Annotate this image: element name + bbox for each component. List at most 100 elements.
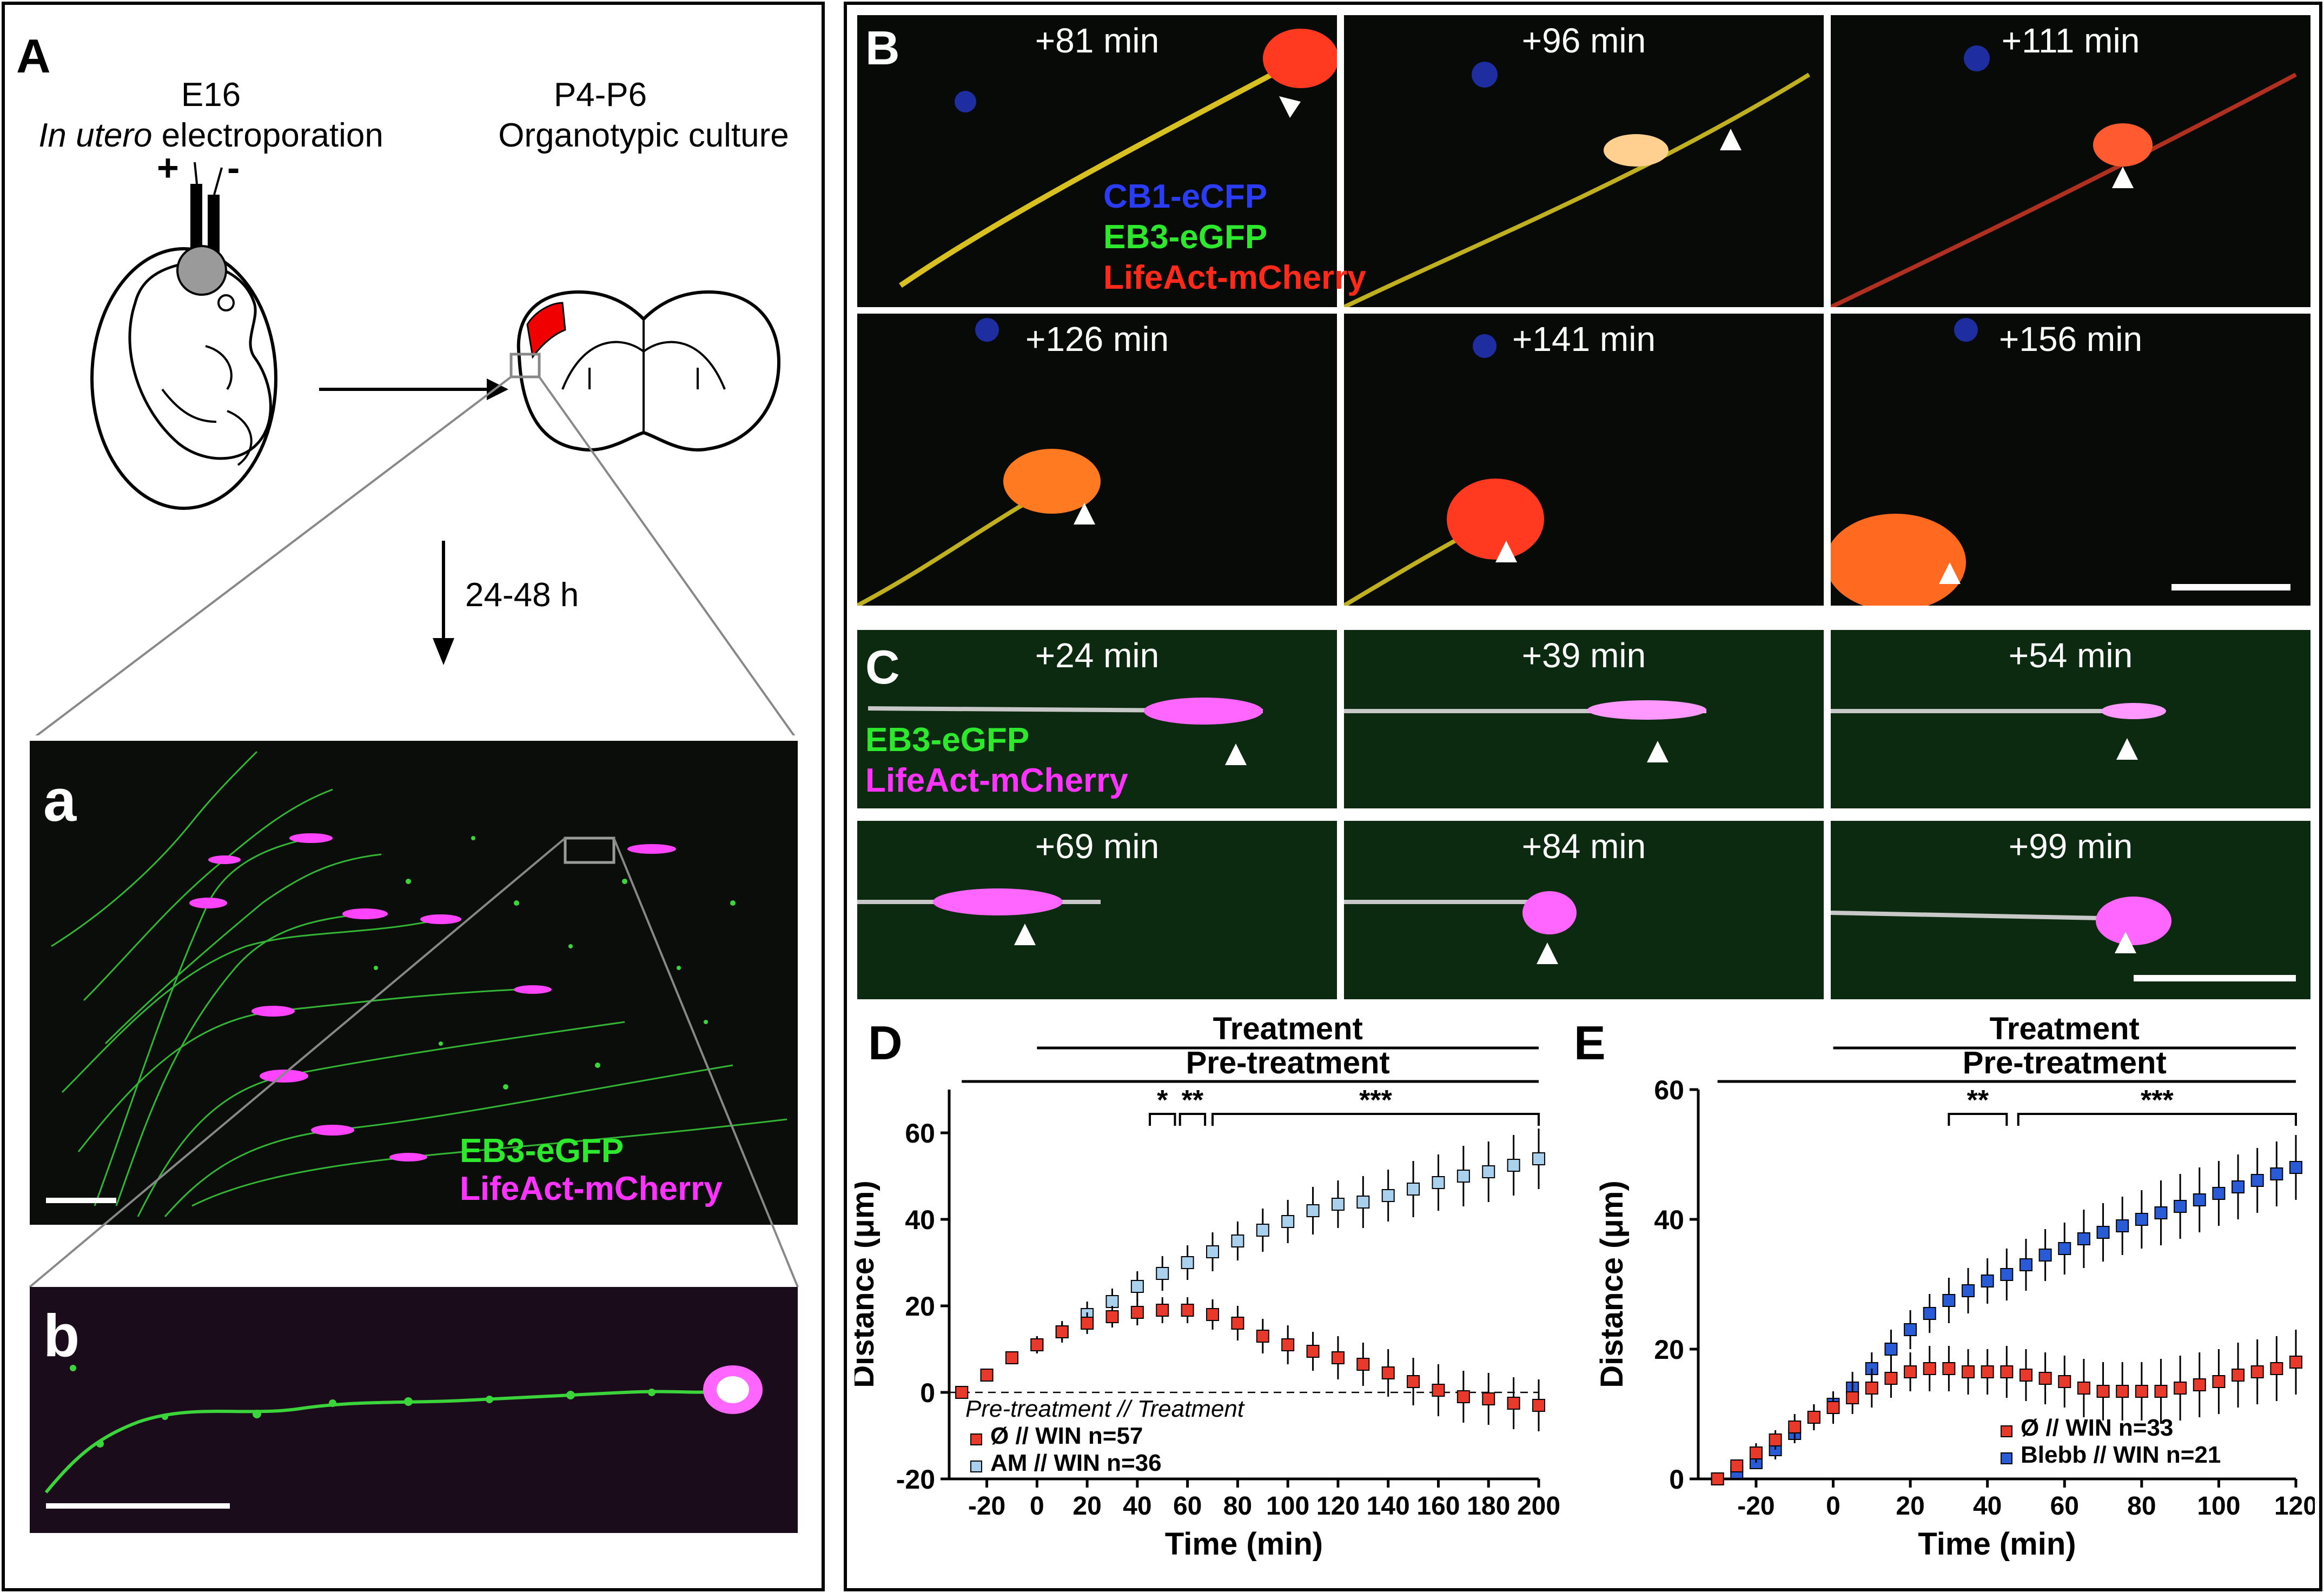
electrode-left: [190, 184, 202, 265]
data-point: [2058, 1242, 2071, 1255]
panel-e-letter: E: [1574, 1016, 1606, 1070]
x-axis-title: Time (min): [1165, 1526, 1323, 1562]
data-point: [1181, 1256, 1194, 1269]
panel-b-letter: B: [865, 21, 900, 75]
legend-c-green: EB3-eGFP: [865, 721, 1030, 759]
legend-swatch: [2001, 1425, 2012, 1437]
significance-label: *: [1157, 1085, 1168, 1116]
data-point: [2174, 1382, 2187, 1395]
data-point: [980, 1369, 994, 1382]
data-point: [1884, 1343, 1898, 1356]
data-point: [1181, 1304, 1194, 1317]
significance-label: ***: [2141, 1085, 2174, 1116]
step2-line1: P4-P6: [553, 76, 647, 114]
micrograph-b-axon: [44, 1365, 763, 1509]
data-point: [1482, 1392, 1495, 1405]
data-point: [1231, 1234, 1244, 1247]
panel-c-letter: C: [865, 640, 900, 694]
data-point: [1507, 1397, 1520, 1410]
data-point: [1331, 1198, 1345, 1211]
data-point: [2058, 1375, 2071, 1388]
brain-section: [517, 290, 781, 452]
legend-label: Ø // WIN n=57: [990, 1423, 1143, 1449]
x-tick-label: 40: [1973, 1492, 2002, 1521]
panel-d-letter: D: [868, 1016, 903, 1070]
zoom-box: [509, 353, 541, 379]
embryo-eye: [217, 294, 235, 311]
plus-sign: +: [157, 147, 179, 189]
b-time-1: +81 min: [1035, 21, 1160, 60]
legend-b-green: EB3-eGFP: [1103, 218, 1268, 256]
panel-bcde-frame: [844, 2, 2322, 1591]
data-point: [1081, 1317, 1094, 1330]
c-tile-5: +84 min: [1344, 821, 1824, 999]
data-point: [1206, 1308, 1220, 1321]
pretreatment-label: Pre-treatment: [1963, 1045, 2167, 1080]
b-tile-1: +81 min: [857, 15, 1337, 307]
b-tile-3: +111 min: [1831, 15, 2310, 307]
data-point: [1923, 1362, 1936, 1375]
step2-line2: Organotypic culture: [498, 117, 789, 154]
data-point: [1865, 1382, 1878, 1395]
c-tile-3: +54 min: [1831, 630, 2310, 808]
b-time-4: +126 min: [1025, 320, 1169, 359]
x-tick-label: 0: [1826, 1492, 1840, 1521]
x-tick-label: -20: [968, 1492, 1005, 1521]
panel-a-letter: A: [16, 29, 51, 83]
data-point: [2116, 1219, 2129, 1232]
legend-swatch: [970, 1461, 982, 1472]
data-point: [1407, 1183, 1420, 1196]
data-point: [955, 1386, 969, 1399]
legend-label: Blebb // WIN n=21: [2021, 1442, 2221, 1468]
data-point: [1306, 1345, 1320, 1358]
data-point: [1281, 1215, 1295, 1228]
data-point: [1942, 1362, 1956, 1375]
x-tick-label: 120: [1316, 1492, 1360, 1521]
data-point: [1407, 1375, 1420, 1388]
data-point: [1005, 1351, 1018, 1364]
y-axis-title: Distance (μm): [1594, 1180, 1630, 1388]
data-point: [1130, 1280, 1144, 1293]
c-time-4: +69 min: [1035, 827, 1160, 866]
data-point: [2232, 1180, 2245, 1193]
data-point: [2000, 1365, 2014, 1378]
significance-bracket: [1948, 1113, 2008, 1126]
y-tick-label: 60: [1654, 1075, 1684, 1105]
treatment-label: Treatment: [1990, 1011, 2140, 1046]
data-point: [1231, 1317, 1244, 1330]
data-point: [1432, 1384, 1445, 1397]
x-tick-label: 40: [1123, 1492, 1151, 1521]
data-point: [1381, 1366, 1395, 1379]
data-point: [2250, 1174, 2264, 1187]
data-point: [1730, 1459, 1744, 1472]
data-point: [2019, 1258, 2032, 1271]
y-tick-label: 20: [905, 1291, 935, 1322]
c-tile-6: +99 min: [1831, 821, 2310, 999]
injection-site: [176, 245, 227, 296]
data-point: [1826, 1401, 1840, 1414]
data-point: [1884, 1372, 1898, 1385]
data-point: [1904, 1323, 1917, 1336]
legend-title: Pre-treatment // Treatment: [965, 1396, 1245, 1422]
data-point: [2154, 1385, 2168, 1398]
data-point: [2096, 1226, 2110, 1239]
micrograph-a: [30, 741, 798, 1225]
data-point: [1769, 1433, 1782, 1446]
data-point: [1256, 1330, 1269, 1343]
data-point: [1981, 1365, 1994, 1378]
x-tick-label: 20: [1896, 1492, 1924, 1521]
step1-rest: electroporation: [152, 117, 383, 154]
x-tick-label: -20: [1737, 1492, 1775, 1521]
step1-line2: In utero electroporation: [11, 116, 411, 155]
x-tick-label: 100: [1266, 1492, 1309, 1521]
x-tick-label: 20: [1072, 1492, 1101, 1521]
y-tick-label: 0: [1669, 1464, 1684, 1495]
data-point: [1923, 1307, 1936, 1320]
data-point: [1105, 1310, 1119, 1323]
x-tick-label: 100: [2197, 1492, 2240, 1521]
data-point: [1942, 1294, 1956, 1307]
data-point: [2232, 1369, 2245, 1382]
x-axis-title: Time (min): [1918, 1526, 2076, 1562]
x-tick-label: 120: [2274, 1492, 2315, 1521]
c-time-3: +54 min: [2008, 636, 2133, 675]
